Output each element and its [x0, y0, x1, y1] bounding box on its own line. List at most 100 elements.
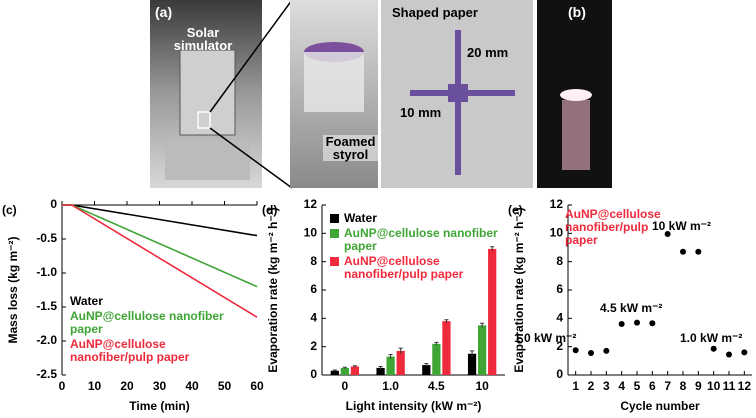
legend-label: AuNP@cellulose nanofiber/pulp paper — [70, 337, 190, 364]
legend-item: Water — [330, 212, 505, 225]
error-bar — [470, 350, 475, 357]
bar — [396, 350, 405, 375]
y-tick-label: 6 — [556, 282, 563, 296]
photo-styrol-block — [304, 52, 364, 112]
x-tick-label: 2 — [588, 379, 595, 393]
legend-label: AuNP@cellulose nanofiber paper — [70, 309, 224, 336]
error-bar — [424, 363, 429, 367]
x-tick-label: 6 — [649, 379, 656, 393]
x-tick-label: 30 — [153, 379, 167, 393]
legend-item: AuNP@cellulose nanofiber/pulp paper — [70, 338, 240, 364]
point — [710, 345, 717, 352]
series-line — [62, 204, 258, 318]
legend-label: Water — [344, 211, 377, 225]
bar — [350, 366, 360, 375]
bar — [488, 248, 497, 375]
bar — [330, 370, 339, 375]
y-tick-label: -2.5 — [36, 367, 57, 381]
bar — [467, 353, 477, 375]
photo-label: (a) — [155, 4, 173, 20]
bar — [432, 343, 441, 375]
y-tick-label: 2 — [556, 339, 563, 353]
x-axis-title: Time (min) — [129, 399, 189, 413]
annotation: AuNP@cellulose nanofiber/pulp paper — [565, 207, 661, 247]
point — [572, 347, 579, 354]
bar — [442, 321, 451, 375]
annotation: 1.0 kW m⁻² — [680, 331, 743, 345]
legend-item: AuNP@cellulose nanofiber paper — [70, 310, 240, 336]
legend-label: AuNP@cellulose nanofiber/pulp paper — [344, 254, 464, 281]
y-tick-label: 0 — [310, 367, 317, 381]
legend-item: AuNP@cellulose nanofiber paper — [330, 227, 505, 253]
error-bar — [434, 341, 439, 346]
y-tick-label: -1.0 — [36, 265, 57, 279]
x-tick-label: 40 — [185, 379, 199, 393]
error-bar — [398, 347, 403, 354]
error-bar — [378, 366, 383, 370]
x-axis-title: Cycle number — [620, 399, 700, 413]
panel-label: (e) — [508, 203, 523, 217]
legend-item: AuNP@cellulose nanofiber/pulp paper — [330, 255, 505, 281]
photo-b-light — [560, 89, 592, 101]
point — [618, 321, 625, 327]
x-tick-label: 50 — [218, 379, 232, 393]
point — [680, 248, 686, 255]
error-bar — [444, 319, 449, 323]
point — [588, 350, 594, 357]
x-tick-label: 1.0 — [382, 379, 399, 393]
legend-label: AuNP@cellulose nanofiber paper — [344, 226, 498, 253]
bar — [340, 367, 349, 375]
legend: Water AuNP@cellulose nanofiber paper AuNP@… — [70, 295, 240, 366]
x-tick-label: 4.5 — [428, 379, 445, 393]
legend-swatch — [330, 257, 339, 266]
y-tick-label: 10 — [304, 226, 318, 240]
paper-strip — [455, 30, 461, 175]
x-tick-label: 5 — [634, 379, 641, 393]
x-tick-label: 9 — [695, 379, 702, 393]
photo-label: 10 mm — [400, 105, 442, 120]
error-bar — [342, 366, 347, 369]
x-tick-label: 10 — [707, 379, 721, 393]
y-axis-title: Evaporation rate (kg m⁻² h⁻¹) — [512, 207, 526, 372]
y-tick-label: 0 — [556, 367, 563, 381]
series-line — [62, 204, 258, 237]
photo-label: Shaped paper — [392, 5, 478, 20]
point — [726, 351, 732, 358]
point — [603, 347, 610, 354]
annotation: 1.0 kW m⁻² — [514, 331, 577, 345]
x-tick-label: 7 — [664, 379, 671, 393]
bar — [422, 365, 431, 375]
annotation: 10 kW m⁻² — [652, 219, 712, 233]
legend-item: Water — [70, 295, 240, 308]
point — [634, 319, 640, 326]
paper-center — [448, 84, 468, 102]
y-tick-label: 12 — [550, 197, 564, 211]
error-bar — [490, 246, 495, 252]
y-tick-label: -2.0 — [36, 333, 57, 347]
y-tick-label: 2 — [310, 339, 317, 353]
y-tick-label: 12 — [304, 197, 318, 211]
error-bar — [388, 353, 393, 359]
y-tick-label: 4 — [310, 311, 317, 325]
x-tick-label: 1 — [572, 379, 579, 393]
x-tick-label: 8 — [680, 379, 687, 393]
y-axis-title: Mass loss (kg m⁻²) — [6, 236, 20, 343]
point — [741, 349, 748, 356]
photo-label: Solar simulator — [173, 25, 233, 53]
photo-label: (b) — [568, 4, 586, 20]
x-tick-label: 11 — [723, 379, 736, 393]
x-tick-label: 60 — [250, 379, 264, 393]
photo-label: 20 mm — [467, 45, 509, 60]
y-tick-label: 8 — [556, 254, 563, 268]
y-tick-label: 8 — [310, 254, 317, 268]
legend-swatch — [330, 214, 339, 223]
y-tick-label: 0 — [50, 197, 57, 211]
annotation: 4.5 kW m⁻² — [600, 301, 663, 315]
legend-swatch — [330, 229, 339, 238]
x-tick-label: 0 — [59, 379, 66, 393]
point — [649, 320, 656, 327]
photo-balance-base — [165, 140, 250, 180]
x-tick-label: 3 — [603, 379, 610, 393]
photo-b-glow — [562, 100, 590, 170]
